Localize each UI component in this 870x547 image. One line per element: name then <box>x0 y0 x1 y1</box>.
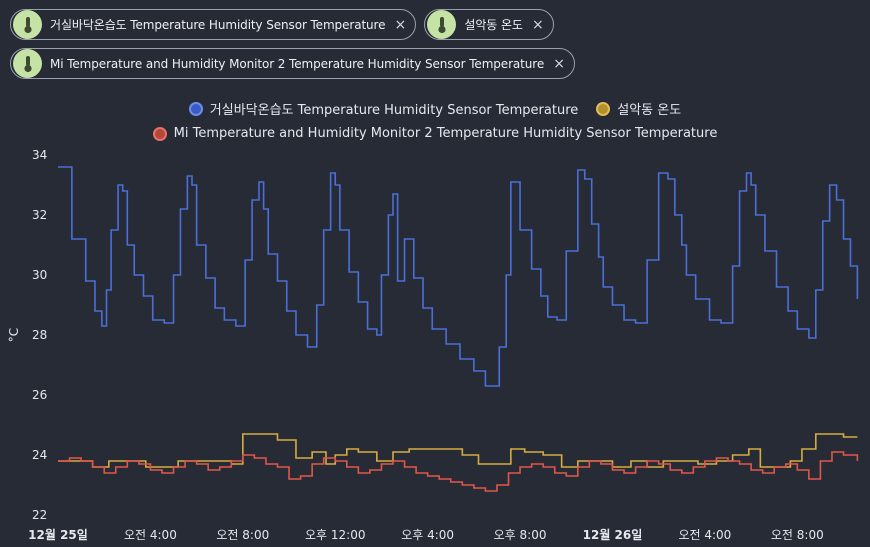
y-axis-label: °C <box>7 328 21 342</box>
entity-chip-living-floor[interactable]: 거실바닥온습도 Temperature Humidity Sensor Temp… <box>10 9 417 40</box>
series-line-2 <box>58 433 858 468</box>
legend-item-living-floor[interactable]: 거실바닥온습도 Temperature Humidity Sensor Temp… <box>188 99 579 118</box>
legend-label: 거실바닥온습도 Temperature Humidity Sensor Temp… <box>209 103 579 118</box>
y-tick-label: 30 <box>32 268 47 282</box>
thermometer-icon <box>13 49 42 78</box>
chip-close-icon[interactable]: × <box>531 16 544 33</box>
y-tick-label: 28 <box>32 328 47 342</box>
x-tick-label: 오전 8:00 <box>216 528 269 542</box>
x-tick-label: 12월 25일 <box>28 527 88 542</box>
chip-close-icon[interactable]: × <box>394 16 407 33</box>
y-tick-label: 26 <box>32 388 47 402</box>
entity-chip-seorakdong[interactable]: 설악동 온도 × <box>424 9 554 40</box>
legend-label: Mi Temperature and Humidity Monitor 2 Te… <box>173 126 718 141</box>
chip-label: 거실바닥온습도 Temperature Humidity Sensor Temp… <box>50 18 386 32</box>
legend-dot-blue <box>188 101 203 116</box>
x-tick-label: 오후 4:00 <box>401 528 454 542</box>
series-line-3 <box>58 451 859 492</box>
x-tick-label: 오전 4:00 <box>124 528 177 542</box>
chart-legend: 거실바닥온습도 Temperature Humidity Sensor Temp… <box>0 96 870 146</box>
temperature-line-chart[interactable]: 34 32 30 28 26 24 22 °C 12월 25일 오전 4:00 오전 8:00 오후 … <box>0 140 870 547</box>
entity-chip-mi-monitor[interactable]: Mi Temperature and Humidity Monitor 2 Te… <box>10 48 576 79</box>
thermometer-icon <box>13 10 42 39</box>
filter-chip-bar: 거실바닥온습도 Temperature Humidity Sensor Temp… <box>10 9 860 87</box>
chip-label: 설악동 온도 <box>464 18 523 32</box>
y-tick-label: 24 <box>32 448 47 462</box>
chip-close-icon[interactable]: × <box>553 55 565 72</box>
x-tick-label: 오전 4:00 <box>678 528 731 542</box>
thermometer-icon <box>427 10 457 39</box>
legend-label: 설악동 온도 <box>617 103 682 118</box>
chip-label: Mi Temperature and Humidity Monitor 2 Te… <box>50 56 545 71</box>
x-tick-label: 12월 26일 <box>583 527 643 542</box>
legend-row-2: Mi Temperature and Humidity Monitor 2 Te… <box>0 121 870 146</box>
chip-row-1: 거실바닥온습도 Temperature Humidity Sensor Temp… <box>10 9 860 40</box>
x-tick-label: 오전 8:00 <box>771 528 824 542</box>
series-line-1 <box>58 166 859 387</box>
x-tick-label: 오후 8:00 <box>494 528 547 542</box>
x-tick-label: 오후 12:00 <box>305 528 365 542</box>
legend-item-seorakdong[interactable]: 설악동 온도 <box>596 99 681 118</box>
legend-row-1: 거실바닥온습도 Temperature Humidity Sensor Temp… <box>0 96 870 121</box>
legend-item-mi-monitor[interactable]: Mi Temperature and Humidity Monitor 2 Te… <box>152 126 718 141</box>
y-tick-label: 22 <box>32 508 47 522</box>
y-tick-label: 34 <box>32 148 47 162</box>
chip-row-2: Mi Temperature and Humidity Monitor 2 Te… <box>10 48 860 79</box>
y-tick-label: 32 <box>32 208 47 222</box>
legend-dot-red <box>152 126 167 141</box>
legend-dot-yellow <box>596 101 611 116</box>
